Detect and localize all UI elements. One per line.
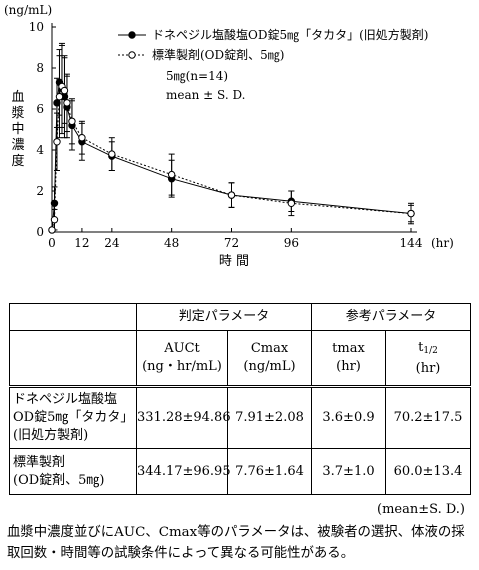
- group-header-reference: 参考パラメータ: [311, 303, 471, 331]
- cell-tmax: 3.6±0.9: [311, 385, 386, 449]
- table-row: 標準製剤 (OD錠剤、5㎎) 344.17±96.95 7.76±1.64 3.7…: [9, 448, 471, 495]
- x-tick-label: 96: [284, 236, 299, 250]
- header-auct: AUCt (ng・hr/mL): [136, 330, 228, 387]
- data-point-0: [53, 99, 61, 107]
- legend-label: ドネペジル塩酸塩OD錠5㎎「タカタ」(旧処方製剤): [152, 27, 428, 42]
- y-tick-label: 4: [36, 143, 44, 157]
- header-cmax: Cmax (ng/mL): [227, 330, 312, 387]
- cell-cmax: 7.76±1.64: [227, 448, 312, 495]
- data-point-1: [167, 170, 176, 179]
- x-axis-title: 時 間: [219, 254, 249, 269]
- chart-legend: ドネペジル塩酸塩OD錠5㎎「タカタ」(旧処方製剤) 標準製剤(OD錠剤、5㎎) 5㎎…: [118, 27, 428, 102]
- cell-tmax: 3.7±1.0: [311, 448, 386, 495]
- x-tick-label: 0: [48, 236, 56, 250]
- data-point-1: [55, 93, 64, 101]
- data-point-0: [50, 199, 59, 208]
- data-point-1: [78, 134, 86, 142]
- data-point-1: [68, 117, 76, 126]
- x-tick-label: 144: [400, 236, 423, 250]
- table-row: ドネペジル塩酸塩 OD錠5㎎「タカタ」 (旧処方製剤) 331.28±94.86 7…: [9, 385, 471, 449]
- legend-note: mean ± S. D.: [166, 88, 245, 102]
- y-tick-label: 2: [36, 184, 44, 198]
- legend-label: 標準製剤(OD錠剤、5㎎): [152, 47, 284, 62]
- cell-thalf: 70.2±17.5: [385, 385, 471, 449]
- y-axis-title-char: 血: [11, 90, 24, 105]
- chart-series: [48, 42, 415, 234]
- cell-thalf: 60.0±13.4: [385, 448, 471, 495]
- x-unit-label: (hr): [431, 236, 454, 250]
- y-axis-title-char: 漿: [11, 106, 24, 121]
- data-point-1: [50, 216, 59, 224]
- legend-note: 5㎎(n=14): [166, 69, 228, 83]
- cell-auct: 344.17±96.95: [136, 448, 231, 495]
- data-point-1: [227, 191, 236, 199]
- data-point-1: [108, 150, 116, 158]
- x-tick-label: 72: [224, 236, 239, 250]
- y-axis-title-char: 中: [11, 122, 24, 137]
- cell-cmax: 7.91±2.08: [227, 385, 312, 449]
- legend-marker: [128, 31, 136, 39]
- legend-marker: [128, 51, 136, 59]
- footnote: 血漿中濃度並びにAUC、Cmax等のパラメータは、被験者の選択、体液の採取回数・…: [7, 525, 465, 561]
- data-point-1: [53, 138, 61, 146]
- y-tick-label: 8: [36, 61, 44, 75]
- y-tick-label: 6: [36, 102, 44, 116]
- y-axis-title-char: 濃: [11, 138, 24, 153]
- group-header-judgement: 判定パラメータ: [136, 303, 312, 331]
- data-point-1: [63, 99, 71, 107]
- pk-parameter-table: 判定パラメータ 参考パラメータ AUCt (ng・hr/mL) Cmax (ng/m…: [9, 303, 471, 495]
- table-corner: [9, 303, 137, 331]
- header-tmax: tmax (hr): [311, 330, 386, 387]
- y-axis-title-char: 度: [11, 153, 24, 169]
- data-point-1: [407, 209, 415, 218]
- row-label-reference: 標準製剤 (OD錠剤、5㎎): [9, 448, 137, 495]
- data-point-1: [287, 199, 296, 208]
- data-point-1: [60, 86, 69, 95]
- header-thalf: t1/2 (hr): [385, 330, 471, 387]
- y-unit-label: (ng/mL): [4, 3, 52, 17]
- table-note: (mean±S. D.): [377, 502, 465, 517]
- x-tick-label: 12: [74, 236, 89, 250]
- x-tick-label: 24: [104, 236, 120, 250]
- data-point-1: [48, 226, 56, 234]
- cell-auct: 331.28±94.86: [136, 385, 231, 449]
- y-tick-label: 10: [29, 20, 44, 34]
- x-tick-label: 48: [164, 236, 179, 250]
- row-label-test: ドネペジル塩酸塩 OD錠5㎎「タカタ」 (旧処方製剤): [9, 385, 137, 449]
- y-tick-label: 0: [36, 225, 44, 239]
- table-corner-2: [9, 330, 137, 387]
